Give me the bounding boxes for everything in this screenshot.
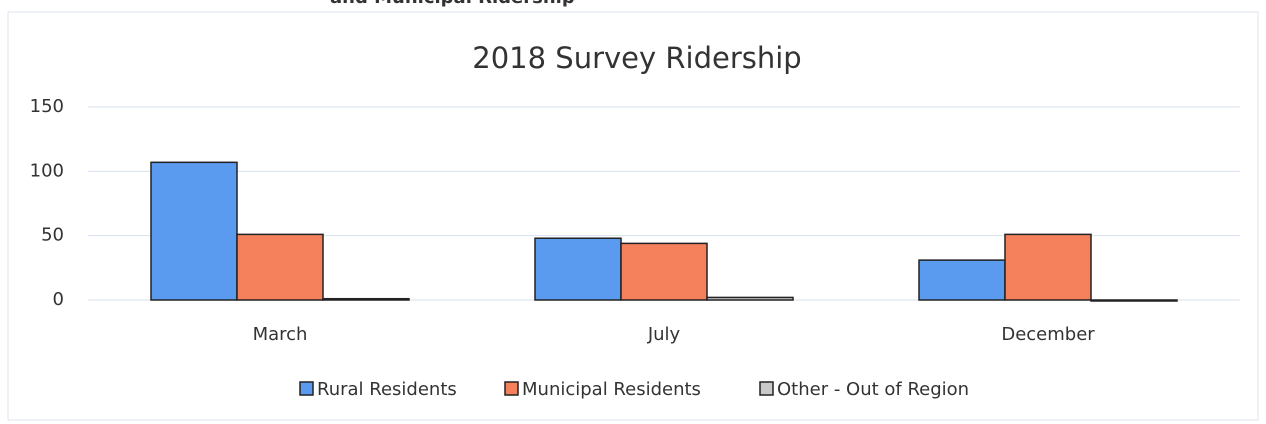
bar — [322, 297, 410, 301]
chart-title: 2018 Survey Ridership — [472, 41, 801, 75]
legend-label: Rural Residents — [317, 379, 457, 400]
legend-swatch — [759, 381, 774, 396]
bar — [236, 233, 324, 301]
legend-label: Other - Out of Region — [777, 379, 969, 400]
bar — [534, 237, 622, 301]
x-tick-label: July — [647, 324, 681, 345]
chart-border — [7, 11, 1259, 421]
y-tick-label: 0 — [53, 289, 64, 310]
x-tick-label: March — [253, 324, 308, 345]
bar — [150, 161, 238, 301]
x-tick-label: December — [1001, 324, 1095, 345]
bar — [918, 259, 1006, 301]
legend-swatch — [504, 381, 519, 396]
bar — [706, 296, 794, 301]
bar — [1090, 299, 1178, 302]
y-tick-label: 150 — [30, 96, 64, 117]
legend-label: Municipal Residents — [522, 379, 701, 400]
y-tick-label: 100 — [30, 160, 64, 181]
bar — [620, 242, 708, 301]
y-tick-label: 50 — [41, 225, 64, 246]
bar — [1004, 233, 1092, 301]
heading: and Municipal Ridership — [330, 0, 575, 8]
legend-swatch — [299, 381, 314, 396]
